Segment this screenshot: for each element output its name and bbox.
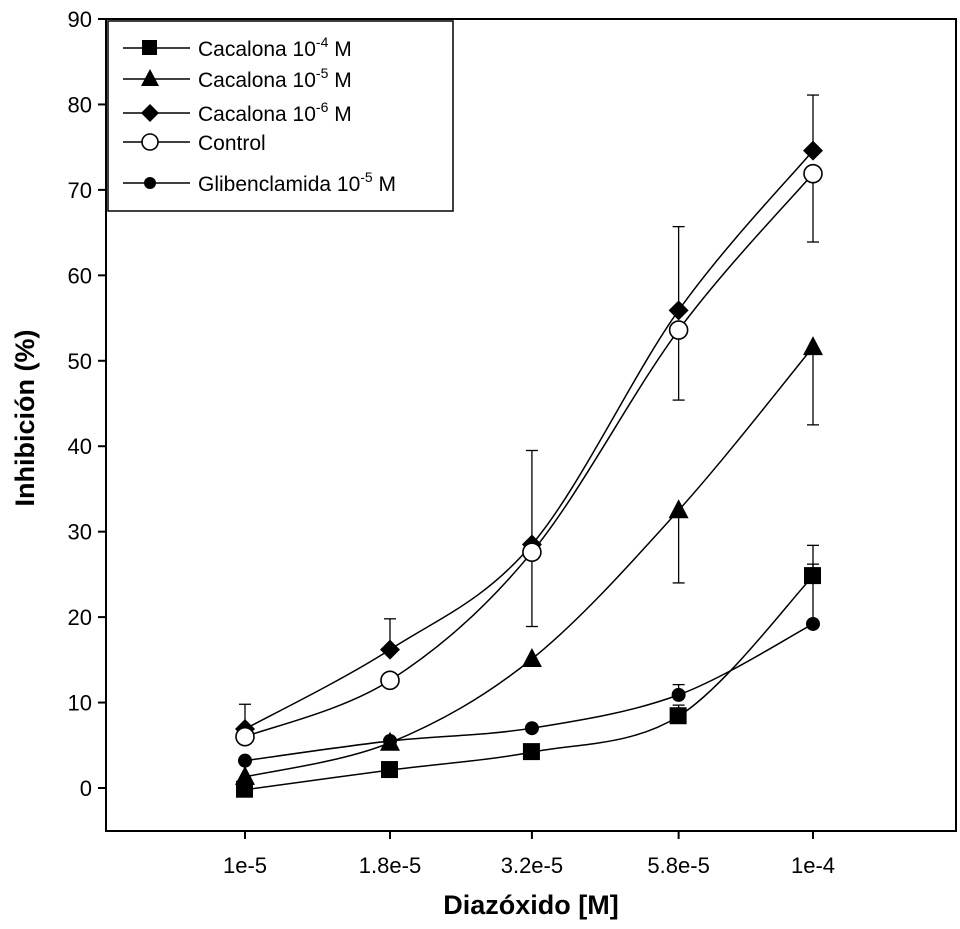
y-tick-label: 80 xyxy=(68,92,92,117)
y-tick-label: 60 xyxy=(68,263,92,288)
legend-box xyxy=(107,20,454,212)
axes: 0 10 20 30 40 50 60 70 80 90 1e-5 1.8e-5 3.2e-5 5.8e-… xyxy=(68,7,836,878)
legend-label: Cacalona 10-4 M xyxy=(198,34,352,61)
x-tick-label: 1.8e-5 xyxy=(359,853,421,878)
x-tick-label: 1e-4 xyxy=(791,853,835,878)
x-axis-title: Diazóxido [M] xyxy=(443,890,619,920)
series-line-2 xyxy=(244,150,814,730)
series-lines xyxy=(244,150,814,791)
point-series-3 xyxy=(235,726,255,747)
point-series-1 xyxy=(668,499,689,519)
point-series-4 xyxy=(238,753,252,768)
series-line-3 xyxy=(244,173,814,738)
y-tick-label: 10 xyxy=(68,691,92,716)
point-series-3 xyxy=(522,542,542,562)
y-tick-label: 70 xyxy=(68,178,92,203)
y-tick-label: 30 xyxy=(68,520,92,545)
legend-marker xyxy=(142,40,157,55)
series-line-4 xyxy=(244,623,814,762)
point-series-0 xyxy=(804,567,821,585)
series-markers xyxy=(235,140,823,798)
x-tick-label: 5.8e-5 xyxy=(647,853,709,878)
series-line-1 xyxy=(244,346,814,778)
y-axis-title: Inhibición (%) xyxy=(10,330,40,507)
point-series-3 xyxy=(668,320,689,340)
legend-label: Control xyxy=(198,132,266,155)
x-tick-label: 1e-5 xyxy=(223,853,267,878)
point-series-3 xyxy=(380,670,400,691)
point-series-2 xyxy=(668,300,689,321)
legend-marker xyxy=(141,133,159,151)
legend-label: Cacalona 10-5 M xyxy=(198,65,352,92)
point-series-3 xyxy=(803,163,823,184)
point-series-4 xyxy=(671,687,686,702)
y-tick-label: 90 xyxy=(68,7,92,32)
point-series-1 xyxy=(803,336,823,356)
legend-marker xyxy=(144,177,156,189)
legend-marker xyxy=(141,104,159,122)
point-series-1 xyxy=(235,765,255,785)
legend: Cacalona 10-4 M Cacalona 10-5 M Cacalona 1… xyxy=(107,20,454,212)
legend-label: Cacalona 10-6 M xyxy=(198,99,352,126)
x-tick-label: 3.2e-5 xyxy=(501,853,563,878)
point-series-4 xyxy=(524,721,539,736)
point-series-0 xyxy=(236,780,253,798)
point-series-4 xyxy=(806,616,820,631)
point-series-0 xyxy=(669,707,687,725)
y-tick-label: 50 xyxy=(68,349,92,374)
legend-marker xyxy=(141,69,159,86)
point-series-2 xyxy=(803,140,823,161)
y-tick-label: 20 xyxy=(68,605,92,630)
y-tick-label: 0 xyxy=(80,776,92,801)
legend-label: Glibenclamida 10-5 M xyxy=(198,169,396,196)
point-series-0 xyxy=(522,743,540,761)
point-series-4 xyxy=(382,734,397,749)
point-series-1 xyxy=(521,647,542,667)
point-series-2 xyxy=(379,639,400,660)
y-tick-label: 40 xyxy=(68,434,92,459)
point-series-0 xyxy=(380,761,398,779)
